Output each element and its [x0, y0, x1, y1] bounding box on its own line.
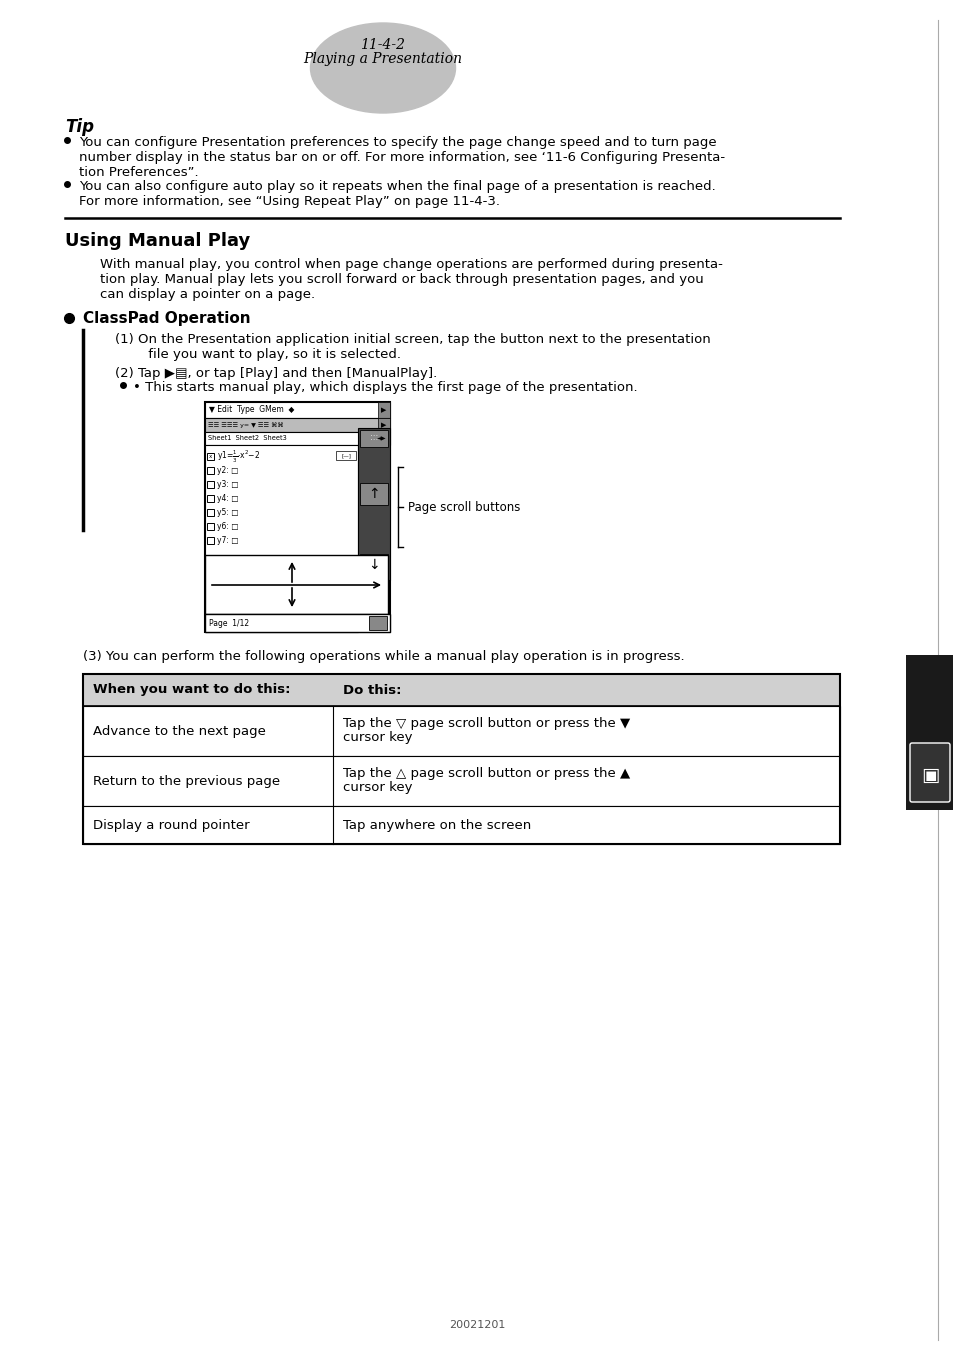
Text: Tap the ▽ page scroll button or press the ▼: Tap the ▽ page scroll button or press th… — [343, 718, 630, 730]
Text: file you want to play, so it is selected.: file you want to play, so it is selected… — [127, 347, 400, 361]
Text: y3: □: y3: □ — [216, 480, 238, 489]
Text: You can configure Presentation preferences to specify the page change speed and : You can configure Presentation preferenc… — [79, 137, 716, 149]
Text: (3) You can perform the following operations while a manual play operation is in: (3) You can perform the following operat… — [83, 650, 684, 662]
FancyBboxPatch shape — [205, 614, 390, 631]
FancyBboxPatch shape — [205, 445, 357, 631]
FancyBboxPatch shape — [377, 402, 390, 418]
Text: ↓: ↓ — [368, 558, 379, 572]
Text: ▶: ▶ — [381, 407, 386, 412]
Text: Page  1/12: Page 1/12 — [209, 618, 249, 627]
FancyBboxPatch shape — [207, 495, 213, 502]
Text: Page scroll buttons: Page scroll buttons — [408, 500, 519, 514]
FancyBboxPatch shape — [374, 433, 390, 445]
Text: ▣: ▣ — [920, 765, 938, 784]
Text: Do this:: Do this: — [343, 684, 401, 696]
Text: ☰☰ ☰☰☰ y= ▼ ☰☰ ⌘⌘: ☰☰ ☰☰☰ y= ▼ ☰☰ ⌘⌘ — [208, 422, 283, 427]
Text: ◄▶: ◄▶ — [376, 435, 386, 441]
Text: For more information, see “Using Repeat Play” on page 11-4-3.: For more information, see “Using Repeat … — [79, 195, 499, 208]
FancyBboxPatch shape — [83, 675, 840, 706]
FancyBboxPatch shape — [377, 418, 390, 433]
Text: y7: □: y7: □ — [216, 535, 238, 545]
FancyBboxPatch shape — [359, 483, 388, 506]
Text: (1) On the Presentation application initial screen, tap the button next to the p: (1) On the Presentation application init… — [115, 333, 710, 346]
Text: With manual play, you control when page change operations are performed during p: With manual play, you control when page … — [100, 258, 722, 270]
Text: 11-4-2: 11-4-2 — [360, 38, 405, 51]
Text: You can also configure auto play so it repeats when the final page of a presenta: You can also configure auto play so it r… — [79, 180, 715, 193]
FancyBboxPatch shape — [205, 402, 390, 631]
Text: cursor key: cursor key — [343, 731, 412, 745]
Text: Advance to the next page: Advance to the next page — [92, 725, 266, 737]
Text: can display a pointer on a page.: can display a pointer on a page. — [100, 288, 314, 301]
Text: Tip: Tip — [65, 118, 94, 137]
FancyBboxPatch shape — [83, 756, 840, 806]
Text: Return to the previous page: Return to the previous page — [92, 775, 280, 787]
Text: ▶: ▶ — [381, 422, 386, 429]
Text: [—]: [—] — [341, 453, 351, 458]
Text: x: x — [208, 454, 212, 458]
Text: (2) Tap ▶▤, or tap [Play] and then [ManualPlay].: (2) Tap ▶▤, or tap [Play] and then [Manu… — [115, 366, 436, 380]
Text: tion play. Manual play lets you scroll forward or back through presentation page: tion play. Manual play lets you scroll f… — [100, 273, 703, 287]
FancyBboxPatch shape — [207, 508, 213, 516]
FancyBboxPatch shape — [359, 430, 388, 448]
FancyBboxPatch shape — [205, 418, 390, 433]
Text: cursor key: cursor key — [343, 781, 412, 795]
Text: ▼ Edit  Type  GMem  ◆: ▼ Edit Type GMem ◆ — [209, 406, 294, 415]
Text: y5: □: y5: □ — [216, 508, 238, 516]
Text: • This starts manual play, which displays the first page of the presentation.: • This starts manual play, which display… — [132, 381, 637, 393]
FancyBboxPatch shape — [205, 433, 390, 445]
FancyBboxPatch shape — [83, 706, 840, 756]
Text: tion Preferences”.: tion Preferences”. — [79, 166, 198, 178]
Ellipse shape — [310, 23, 455, 114]
Text: y2: □: y2: □ — [216, 466, 238, 475]
FancyBboxPatch shape — [205, 556, 388, 614]
FancyBboxPatch shape — [905, 654, 953, 810]
Text: Playing a Presentation: Playing a Presentation — [303, 51, 462, 66]
FancyBboxPatch shape — [359, 554, 388, 576]
FancyBboxPatch shape — [909, 744, 949, 802]
Text: Using Manual Play: Using Manual Play — [65, 233, 250, 250]
FancyBboxPatch shape — [207, 453, 213, 460]
Text: ↑: ↑ — [368, 487, 379, 502]
Text: When you want to do this:: When you want to do this: — [92, 684, 291, 696]
FancyBboxPatch shape — [207, 481, 213, 488]
Text: :::: ::: — [370, 434, 377, 442]
Text: number display in the status bar on or off. For more information, see ‘11-6 Conf: number display in the status bar on or o… — [79, 151, 724, 164]
FancyBboxPatch shape — [83, 806, 840, 844]
Text: 20021201: 20021201 — [448, 1320, 505, 1330]
Text: y4: □: y4: □ — [216, 493, 238, 503]
FancyBboxPatch shape — [369, 617, 387, 630]
Text: ClassPad Operation: ClassPad Operation — [83, 311, 251, 326]
Text: Display a round pointer: Display a round pointer — [92, 818, 250, 831]
Text: y1=$\frac{1}{3}$$\cdot$x$^2$$-$2: y1=$\frac{1}{3}$$\cdot$x$^2$$-$2 — [216, 449, 260, 465]
Text: y6: □: y6: □ — [216, 522, 238, 531]
FancyBboxPatch shape — [335, 452, 355, 460]
FancyBboxPatch shape — [207, 523, 213, 530]
Text: Tap the △ page scroll button or press the ▲: Tap the △ page scroll button or press th… — [343, 768, 630, 780]
FancyBboxPatch shape — [207, 466, 213, 475]
FancyBboxPatch shape — [357, 429, 390, 580]
FancyBboxPatch shape — [207, 537, 213, 544]
Text: Tap anywhere on the screen: Tap anywhere on the screen — [343, 818, 531, 831]
FancyBboxPatch shape — [205, 402, 390, 418]
Text: Sheet1  Sheet2  Sheet3: Sheet1 Sheet2 Sheet3 — [208, 435, 287, 442]
